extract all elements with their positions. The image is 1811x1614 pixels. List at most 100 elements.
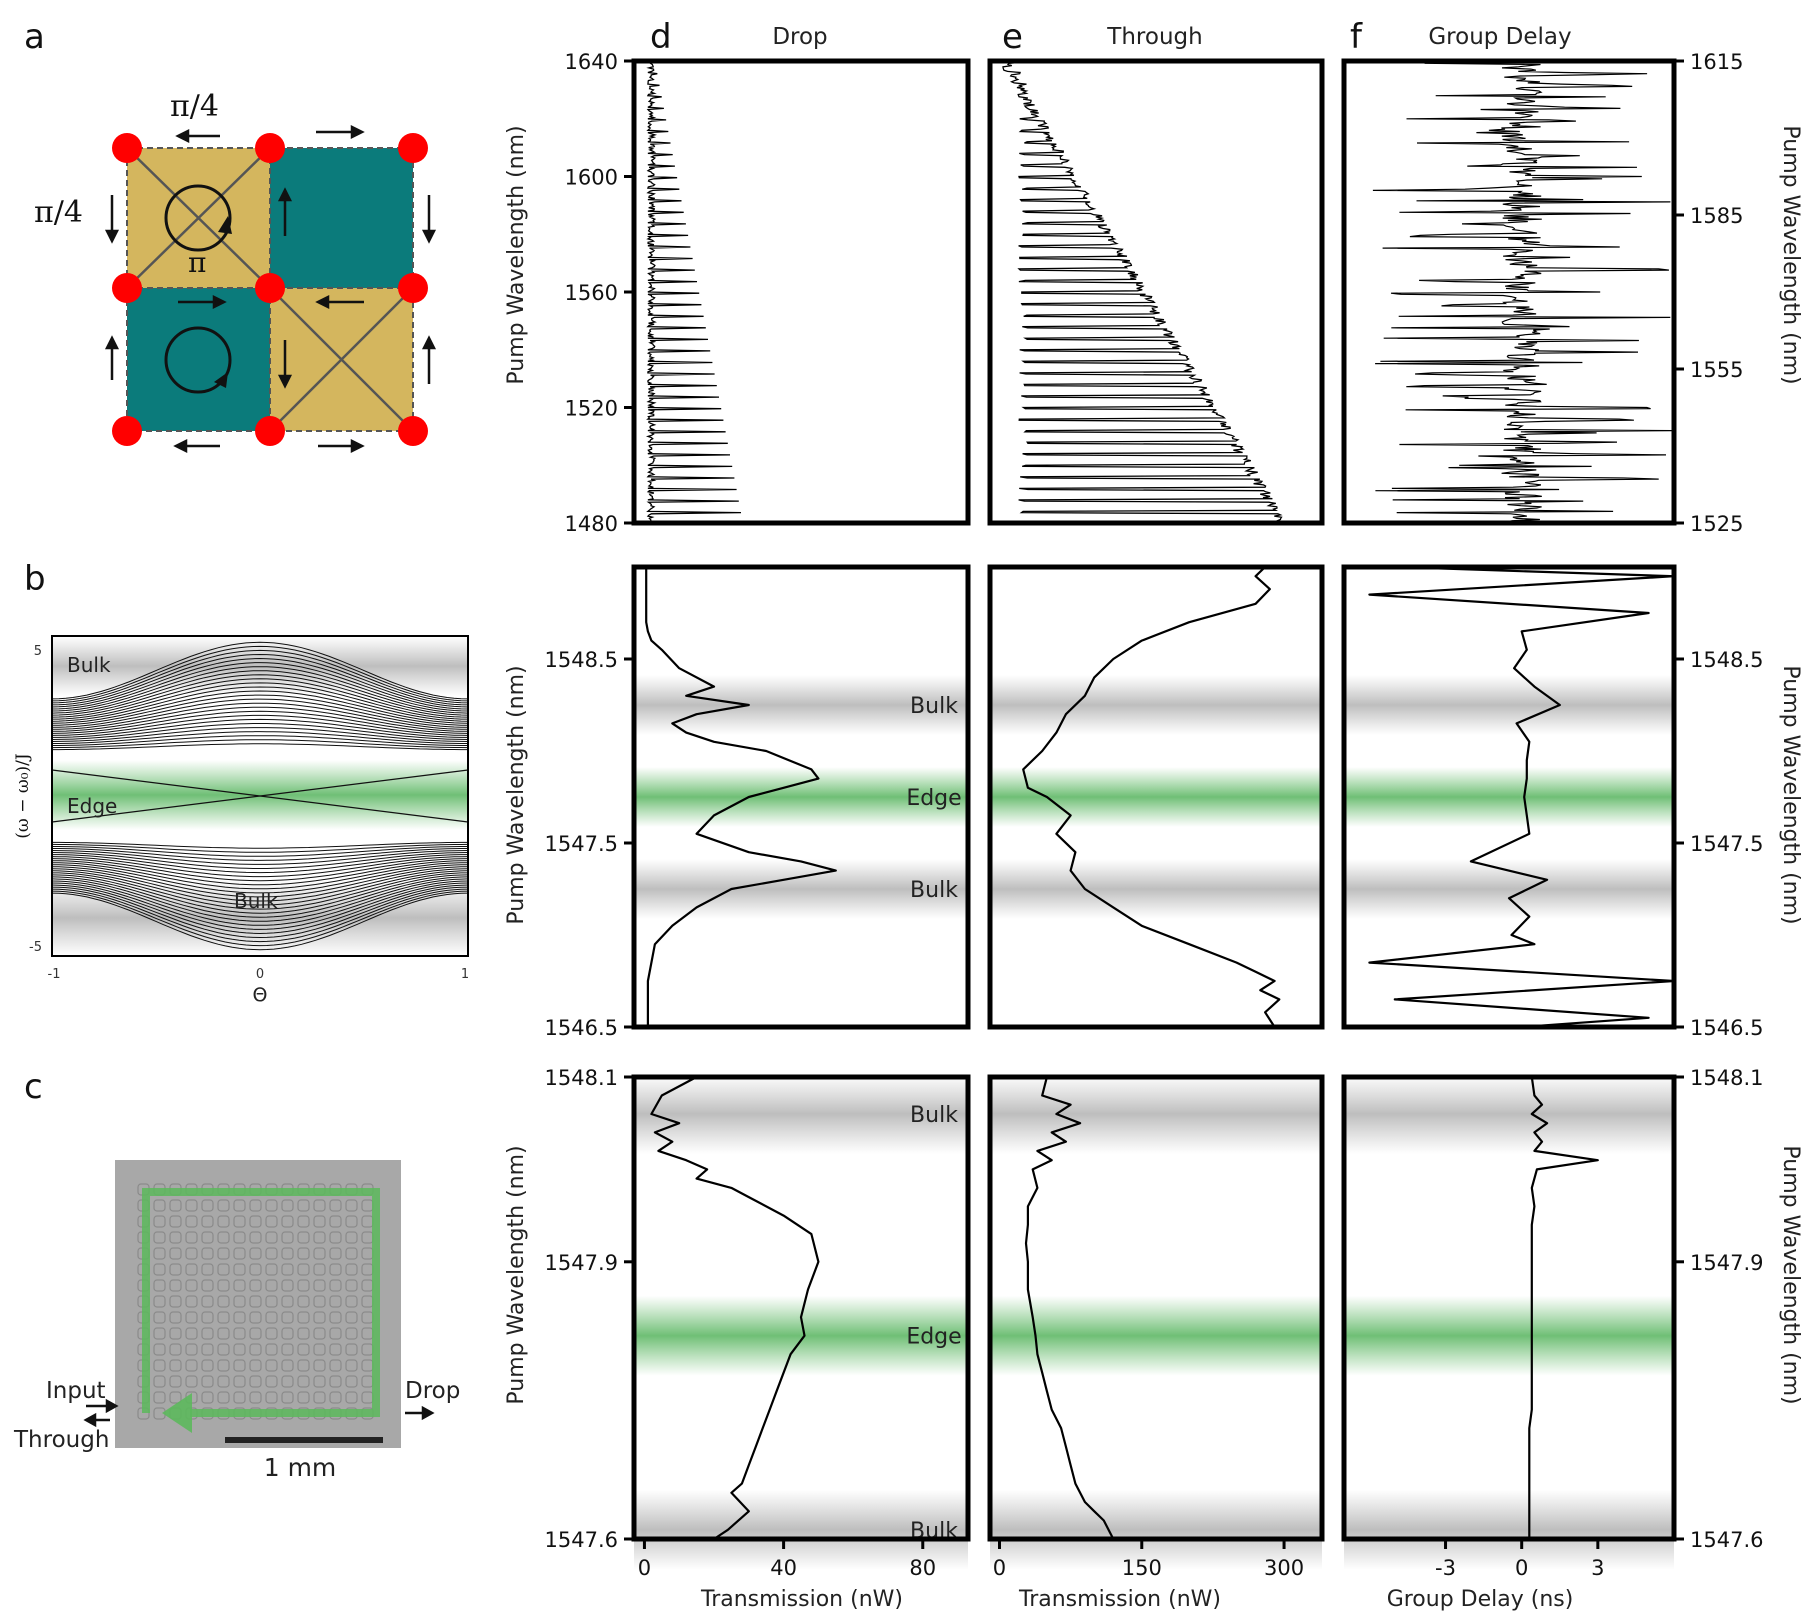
y-tick-label: 1548.5 xyxy=(545,648,618,672)
panel-label-f: f xyxy=(1350,17,1363,57)
chart-group-delay-row1: 1525 1555 1585 1615 xyxy=(1344,50,1743,536)
x-tick-label: 0 xyxy=(1515,1556,1528,1580)
input-label: Input xyxy=(46,1378,106,1404)
bulk-band xyxy=(990,675,1322,735)
column-title-group-delay: Group Delay xyxy=(1428,24,1571,50)
y-tick-label: 1547.6 xyxy=(1690,1528,1763,1552)
band-curve-upper xyxy=(52,744,468,750)
y-tick-label: 1600 xyxy=(565,166,618,190)
x-tick-b-left: -1 xyxy=(48,967,61,982)
y-tick-label: 1547.6 xyxy=(545,1528,618,1552)
x-axis-label-b: Θ xyxy=(253,984,268,1006)
y-tick-label: 1585 xyxy=(1690,204,1743,228)
edge-band xyxy=(1344,1296,1674,1376)
y-tick-label: 1547.9 xyxy=(1690,1251,1763,1275)
bulk-band xyxy=(990,859,1322,919)
phase-label-center: π xyxy=(188,246,206,279)
y-tick-label: 1480 xyxy=(565,512,618,536)
chart-through-row1 xyxy=(990,61,1322,523)
y-axis-title-right-row2: Pump Wavelength (nm) xyxy=(1778,665,1803,924)
y-axis-title-row3: Pump Wavelength (nm) xyxy=(504,1145,529,1404)
x-tick-label: 3 xyxy=(1591,1556,1604,1580)
band-curve-upper xyxy=(52,711,468,733)
x-tick-label: 150 xyxy=(1122,1556,1162,1580)
through-label: Through xyxy=(13,1427,109,1453)
y-tick-label: 1525 xyxy=(1690,512,1743,536)
y-axis-label-b: (ω − ω₀)/J xyxy=(13,753,33,839)
x-tick-label: 0 xyxy=(993,1556,1006,1580)
x-tick-label: 40 xyxy=(770,1556,797,1580)
x-tick-label: 80 xyxy=(909,1556,936,1580)
panel-label-a: a xyxy=(24,17,45,57)
y-tick-b-bottom: -5 xyxy=(29,940,42,955)
y-tick-label: 1520 xyxy=(565,397,618,421)
x-axis-title-drop: Transmission (nW) xyxy=(700,1587,903,1612)
y-tick-label: 1547.9 xyxy=(545,1251,618,1275)
y-tick-label: 1548.1 xyxy=(545,1066,618,1090)
panel-label-b: b xyxy=(24,559,46,599)
plaquette-teal-bottom-left xyxy=(127,288,270,431)
column-title-through: Through xyxy=(1106,24,1202,50)
band-curve-lower xyxy=(52,842,468,848)
x-tick-label: 0 xyxy=(638,1556,651,1580)
scale-label: 1 mm xyxy=(264,1453,337,1482)
y-tick-label: 1640 xyxy=(565,50,618,74)
band-label-bulk-bottom: Bulk xyxy=(234,889,278,913)
band-label-edge: Edge xyxy=(906,1325,961,1350)
band-curve-lower xyxy=(52,859,468,881)
y-axis-title-right-row3: Pump Wavelength (nm) xyxy=(1778,1145,1803,1404)
bulk-band xyxy=(1344,1490,1674,1570)
phase-label-top: π/4 xyxy=(170,89,219,124)
chart-group-delay-row3: 1547.6 1547.9 1548.1 -3 0 3 xyxy=(1344,1066,1763,1580)
bulk-band xyxy=(1344,859,1674,919)
y-tick-label: 1547.5 xyxy=(545,832,618,856)
chart-drop-row2: Bulk Edge Bulk 1546.5 1547.5 1548.5 xyxy=(545,567,968,1040)
lattice-schematic: π/4 π/4 π xyxy=(34,89,434,451)
band-curve-upper xyxy=(52,715,468,735)
drop-label: Drop xyxy=(405,1378,460,1404)
y-tick-label: 1546.5 xyxy=(1690,1016,1763,1040)
y-tick-label: 1547.5 xyxy=(1690,832,1763,856)
bulk-band xyxy=(1344,1074,1674,1154)
panel-label-e: e xyxy=(1002,17,1023,57)
panel-label-d: d xyxy=(650,17,672,57)
x-tick-b-mid: 0 xyxy=(256,967,264,982)
chip xyxy=(115,1160,401,1448)
y-tick-label: 1615 xyxy=(1690,50,1743,74)
y-axis-title-row1: Pump Wavelength (nm) xyxy=(504,125,529,384)
y-axis-title-right-row1: Pump Wavelength (nm) xyxy=(1778,125,1803,384)
bulk-band xyxy=(1344,675,1674,735)
chart-through-row3: 0 150 300 xyxy=(990,1074,1322,1580)
chart-drop-row1: 1480 1520 1560 1600 1640 xyxy=(565,50,968,536)
y-tick-label: 1548.1 xyxy=(1690,1066,1763,1090)
x-tick-label: 300 xyxy=(1264,1556,1304,1580)
chart-through-row2 xyxy=(990,567,1322,1027)
band-label-edge: Edge xyxy=(906,786,961,811)
band-label-bulk: Bulk xyxy=(910,1103,958,1128)
chart-group-delay-row2: 1546.5 1547.5 1548.5 xyxy=(1344,567,1763,1040)
band-label-bulk: Bulk xyxy=(910,878,958,903)
chart-drop-row3: BulkEdgeBulk1547.61547.91548.10 40 80 xyxy=(545,1066,968,1580)
band-label-bulk: Bulk xyxy=(910,694,958,719)
band-structure-plot: Bulk Edge Bulk (ω − ω₀)/J 5 -5 -1 0 1 Θ xyxy=(13,636,469,1006)
y-tick-label: 1560 xyxy=(565,281,618,305)
band-label-bulk-top: Bulk xyxy=(67,653,111,677)
band-curve-lower xyxy=(52,857,468,877)
transmission-chart-grid: 14801520156016001640BulkEdgeBulk1546.515… xyxy=(545,50,1764,1580)
x-tick-b-right: 1 xyxy=(461,967,469,982)
x-axis-title-through: Transmission (nW) xyxy=(1018,1587,1221,1612)
edge-band xyxy=(1344,767,1674,827)
phase-label-left: π/4 xyxy=(34,195,83,230)
column-title-drop: Drop xyxy=(772,24,827,50)
bulk-band xyxy=(990,1074,1322,1154)
device-image: 1 mm Input Through Drop xyxy=(13,1160,460,1482)
plaquette-teal-top-right xyxy=(270,148,413,288)
y-tick-label: 1548.5 xyxy=(1690,648,1763,672)
y-axis-title-row2: Pump Wavelength (nm) xyxy=(504,665,529,924)
y-tick-label: 1555 xyxy=(1690,358,1743,382)
y-tick-label: 1546.5 xyxy=(545,1016,618,1040)
x-axis-title-group-delay: Group Delay (ns) xyxy=(1387,1587,1574,1612)
y-tick-b-top: 5 xyxy=(34,644,42,659)
x-tick-label: -3 xyxy=(1435,1556,1456,1580)
